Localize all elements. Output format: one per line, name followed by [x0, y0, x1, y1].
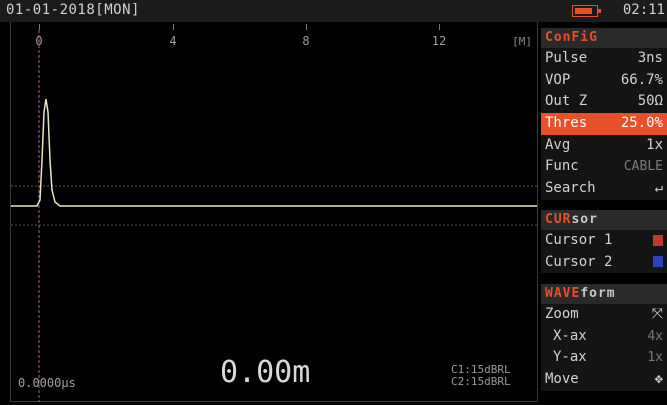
waveform-trace — [11, 30, 537, 402]
pulse-setting[interactable]: Pulse 3ns — [541, 48, 667, 70]
config-title: ConFiG — [541, 28, 667, 48]
date-display: 01-01-2018[MON] — [6, 2, 140, 18]
zoom-icon: ⤧ — [651, 306, 663, 322]
cursor1-color-swatch — [653, 234, 663, 246]
channel2-gain: C2:15dBRL — [451, 375, 511, 388]
status-bar: 01-01-2018[MON] 02:11 — [0, 0, 667, 22]
average-setting[interactable]: Avg 1x — [541, 135, 667, 157]
out-z-setting[interactable]: Out Z 50Ω — [541, 91, 667, 113]
setting-value: 50Ω — [637, 93, 663, 110]
setting-label: VOP — [545, 71, 571, 88]
setting-value: 66.7% — [620, 71, 663, 88]
waveform-panel: WAVEform Zoom ⤧ X-ax 4x Y-ax 1x Move ✥ — [541, 284, 667, 391]
enter-icon: ↵ — [654, 180, 663, 197]
setting-value: 1x — [647, 350, 663, 366]
cursor-panel: CURsor Cursor 1 Cursor 2 — [541, 210, 667, 274]
setting-label: Func — [545, 158, 579, 175]
vop-setting[interactable]: VOP 66.7% — [541, 70, 667, 92]
waveform-title: WAVEform — [541, 284, 667, 304]
cursor-label: Cursor 1 — [545, 232, 613, 248]
setting-value: 1x — [646, 136, 663, 153]
search-setting[interactable]: Search ↵ — [541, 178, 667, 200]
time-readout: 0.0000µs — [18, 376, 76, 390]
setting-value: 25.0% — [620, 115, 663, 132]
setting-label: Thres — [545, 115, 588, 132]
zoom-setting[interactable]: Zoom ⤧ — [541, 304, 667, 326]
channel1-gain: C1:15dBRL — [451, 363, 511, 376]
trace-display[interactable] — [10, 22, 538, 402]
setting-label: Avg — [545, 136, 571, 153]
scale-unit-label: [M] — [512, 35, 532, 48]
scale-tick-label: 12 — [431, 34, 447, 48]
setting-label: X-ax — [553, 327, 587, 344]
function-setting[interactable]: Func CABLE — [541, 156, 667, 178]
y-axis-zoom-setting[interactable]: Y-ax 1x — [541, 347, 667, 369]
trace-line — [11, 98, 537, 207]
setting-label: Pulse — [545, 50, 588, 66]
move-icon: ✥ — [654, 371, 663, 388]
setting-value: CABLE — [623, 159, 663, 175]
clock-display: 02:11 — [622, 2, 665, 18]
move-setting[interactable]: Move ✥ — [541, 369, 667, 391]
config-panel: ConFiG Pulse 3ns VOP 66.7% Out Z 50Ω Thres 2… — [541, 28, 667, 200]
cursor-label: Cursor 2 — [545, 253, 613, 270]
cursor2-color-swatch — [653, 256, 663, 268]
cursor-title: CURsor — [541, 210, 667, 230]
setting-label: Zoom — [545, 306, 579, 322]
distance-readout: 0.00m — [220, 355, 311, 390]
setting-label: Out Z — [545, 93, 588, 110]
x-axis-zoom-setting[interactable]: X-ax 4x — [541, 326, 667, 348]
setting-value: 3ns — [637, 50, 663, 66]
threshold-setting[interactable]: Thres 25.0% — [541, 113, 667, 135]
scale-tick-label: 8 — [302, 34, 310, 48]
setting-label: Search — [545, 180, 596, 197]
cursor2-item[interactable]: Cursor 2 — [541, 252, 667, 274]
setting-label: Move — [545, 371, 579, 388]
cursor1-item[interactable]: Cursor 1 — [541, 230, 667, 252]
setting-value: 4x — [647, 328, 663, 344]
setting-label: Y-ax — [553, 349, 587, 366]
battery-icon — [572, 5, 601, 17]
scale-tick-label: 4 — [169, 34, 177, 48]
